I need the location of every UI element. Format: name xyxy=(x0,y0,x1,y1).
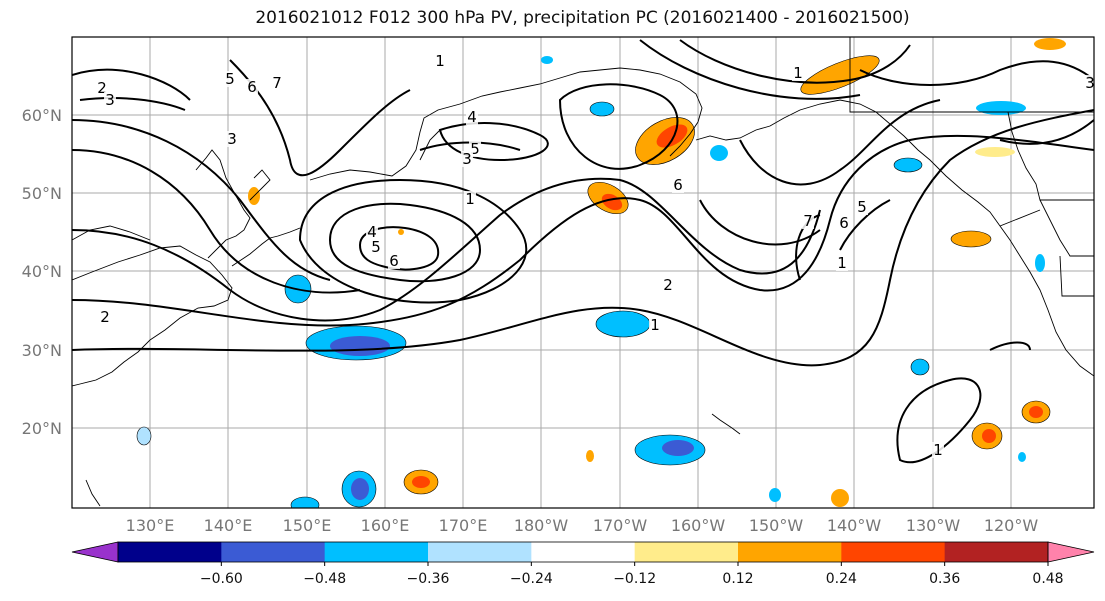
contour-value-label: 4 xyxy=(467,108,477,126)
lon-label: 120°W xyxy=(984,516,1039,535)
contour-value-label: 1 xyxy=(933,441,943,459)
contour-value-label: 1 xyxy=(650,316,660,334)
pv-contours xyxy=(72,39,1094,464)
colorbar-extend-high xyxy=(1047,541,1095,563)
contour-value-label: 5 xyxy=(470,140,480,158)
lon-label: 140°E xyxy=(204,516,253,535)
map-title: 2016021012 F012 300 hPa PV, precipitatio… xyxy=(255,8,910,28)
colorbar-tick-label: −0.24 xyxy=(510,571,553,587)
contour-value-label: 5 xyxy=(225,70,235,88)
colorbar-segment xyxy=(944,542,1049,562)
contour-value-label: 3 xyxy=(462,150,472,168)
lon-label: 170°W xyxy=(593,516,648,535)
colorbar-segment xyxy=(531,542,636,562)
lat-label: 60°N xyxy=(22,106,62,125)
latitude-labels: 60°N 50°N 40°N 30°N 20°N xyxy=(22,106,62,438)
colorbar-tick-label: −0.12 xyxy=(613,571,656,587)
contour-value-label: 2 xyxy=(100,308,110,326)
contour-value-label: 6 xyxy=(389,252,399,270)
contour-value-label: 3 xyxy=(227,130,237,148)
coastlines xyxy=(72,37,1094,507)
lon-label: 130°W xyxy=(906,516,961,535)
precip-core-negative xyxy=(330,336,390,356)
contour-value-label: 3 xyxy=(105,91,115,109)
colorbar-segment xyxy=(324,542,429,562)
colorbar-tick-label: −0.36 xyxy=(407,571,450,587)
contour-value-label: 7 xyxy=(803,212,813,230)
lon-label: 140°W xyxy=(827,516,882,535)
colorbar-tick-label: −0.48 xyxy=(303,571,346,587)
colorbar-tick-label: 0.48 xyxy=(1032,571,1063,587)
lon-label: 180°W xyxy=(514,516,569,535)
colorbar-extend-low xyxy=(71,541,119,563)
contour-value-label: 5 xyxy=(857,198,867,216)
lon-label: 170°E xyxy=(439,516,488,535)
lon-label: 130°E xyxy=(126,516,175,535)
colorbar-segment xyxy=(841,542,946,562)
lon-label: 150°E xyxy=(283,516,332,535)
contour-value-label: 7 xyxy=(272,74,282,92)
lat-label: 20°N xyxy=(22,419,62,438)
colorbar-segment xyxy=(738,542,842,562)
contour-value-label: 1 xyxy=(465,190,475,208)
colorbar-segment xyxy=(634,542,739,562)
contour-value-label: 2 xyxy=(97,79,107,97)
colorbar-segment xyxy=(221,542,326,562)
contour-value-label: 1 xyxy=(837,254,847,272)
colorbar-tick-label: 0.36 xyxy=(929,571,960,587)
contour-value-label: 4 xyxy=(367,223,377,241)
contour-value-label: 6 xyxy=(247,78,257,96)
contour-value-label: 6 xyxy=(673,176,683,194)
contour-value-label: 6 xyxy=(839,214,849,232)
longitude-labels: 130°E 140°E 150°E 160°E 170°E 180°W 170°W 160°W… xyxy=(126,516,1039,535)
colorbar-tick-label: 0.12 xyxy=(722,571,753,587)
colorbar-segment xyxy=(428,542,532,562)
colorbar-tick-label: 0.24 xyxy=(826,571,857,587)
lon-label: 160°E xyxy=(361,516,410,535)
contour-value-label: 1 xyxy=(435,52,445,70)
colorbar-tick-label: −0.60 xyxy=(200,571,243,587)
lat-label: 50°N xyxy=(22,184,62,203)
lat-label: 30°N xyxy=(22,341,62,360)
colorbar-segment xyxy=(118,542,222,562)
contour-value-label: 2 xyxy=(663,276,673,294)
contour-value-label: 1 xyxy=(793,64,803,82)
map-border xyxy=(71,36,1095,509)
map-frame xyxy=(72,37,1094,508)
contour-value-label: 5 xyxy=(371,238,381,256)
lon-label: 150°W xyxy=(749,516,804,535)
lat-label: 40°N xyxy=(22,262,62,281)
colorbar: −0.60 −0.48 −0.36 −0.24 −0.12 0.12 0.24 0.36 0.4… xyxy=(71,541,1095,587)
contour-value-label: 3 xyxy=(1085,74,1095,92)
lon-label: 160°W xyxy=(671,516,726,535)
